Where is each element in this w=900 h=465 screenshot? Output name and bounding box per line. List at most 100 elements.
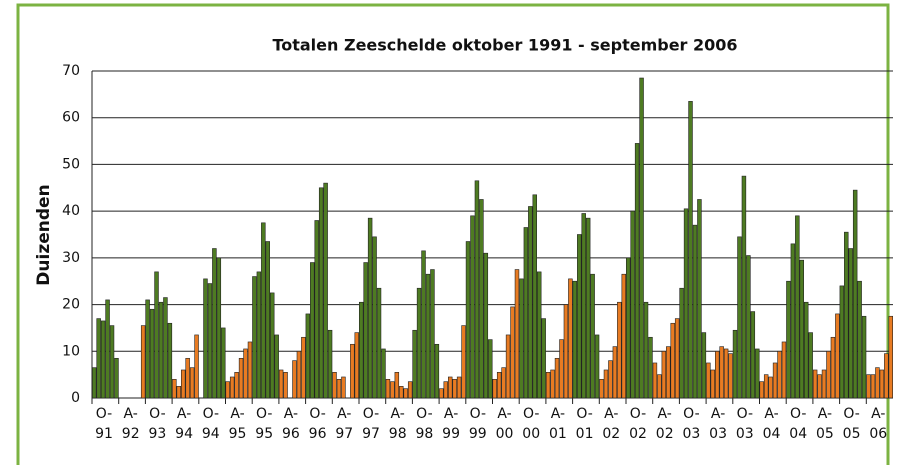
bar: [723, 348, 729, 399]
bar: [412, 329, 417, 399]
x-tick-label: O-: [96, 406, 112, 422]
x-tick-year: 05: [816, 426, 834, 442]
bar: [318, 187, 324, 399]
x-tick-label: A-: [764, 406, 778, 422]
bar: [176, 386, 182, 399]
bar: [350, 343, 355, 399]
bar: [523, 227, 529, 399]
x-tick-label: A-: [871, 406, 885, 422]
bar: [536, 271, 542, 399]
bar: [643, 301, 649, 399]
bar: [456, 376, 462, 399]
bar: [737, 236, 742, 399]
y-tick-label: 0: [71, 390, 80, 406]
bar: [861, 315, 867, 399]
bar: [505, 334, 511, 399]
bar: [390, 381, 395, 399]
bar: [92, 367, 97, 399]
bar: [519, 278, 524, 399]
bar: [835, 313, 840, 399]
x-tick-label: O-: [203, 406, 219, 422]
x-tick-label: O-: [363, 406, 379, 422]
bar: [310, 262, 315, 399]
x-tick-year: 99: [442, 426, 460, 442]
bar: [181, 369, 186, 399]
bar: [372, 236, 377, 399]
bar: [323, 182, 328, 399]
bar: [648, 336, 653, 399]
bar: [661, 350, 667, 399]
bar: [443, 381, 449, 399]
y-tick-label: 50: [62, 156, 80, 172]
bar: [568, 278, 573, 399]
bar: [799, 259, 804, 399]
bar: [216, 257, 222, 399]
x-tick-year: 02: [629, 426, 647, 442]
bar: [394, 372, 400, 399]
bar: [252, 276, 257, 399]
bar: [572, 280, 578, 399]
bar: [857, 280, 862, 399]
x-tick-label: A-: [497, 406, 511, 422]
y-tick-label: 20: [62, 297, 80, 313]
bar: [376, 287, 382, 399]
x-tick-label: A-: [391, 406, 405, 422]
bar: [688, 101, 693, 399]
bar: [701, 332, 707, 399]
y-tick-label: 10: [62, 343, 80, 359]
bar: [483, 252, 489, 399]
x-tick-label: O-: [523, 406, 539, 422]
bar: [692, 224, 698, 399]
bar: [630, 210, 635, 399]
bar: [710, 369, 715, 399]
bar: [599, 379, 604, 399]
bar: [163, 297, 168, 399]
bar: [403, 388, 408, 399]
bar: [212, 248, 217, 399]
x-tick-label: A-: [337, 406, 351, 422]
x-tick-year: 92: [122, 426, 140, 442]
x-tick-label: O-: [416, 406, 432, 422]
bar: [407, 381, 413, 399]
x-tick-label: O-: [630, 406, 646, 422]
bar: [625, 257, 631, 399]
x-tick-year: 03: [709, 426, 727, 442]
bar: [697, 199, 702, 399]
x-tick-year: 00: [522, 426, 540, 442]
bar: [585, 217, 591, 399]
y-axis-label: Duizenden: [34, 184, 54, 285]
bar: [714, 350, 720, 399]
x-tick-year: 04: [789, 426, 807, 442]
y-tick-label: 60: [62, 110, 80, 126]
bar: [425, 273, 431, 399]
bar: [826, 350, 831, 399]
bar: [416, 287, 422, 399]
bar: [336, 379, 342, 399]
bar: [439, 388, 444, 399]
bar: [803, 301, 809, 399]
bar: [617, 301, 622, 399]
y-tick-label: 40: [62, 203, 80, 219]
x-tick-year: 98: [415, 426, 433, 442]
x-tick-year: 03: [682, 426, 700, 442]
y-tick-label: 30: [62, 250, 80, 266]
bar: [96, 318, 101, 399]
bar: [145, 299, 150, 399]
bar: [634, 143, 640, 399]
bar: [399, 386, 404, 399]
bar: [247, 341, 253, 399]
x-tick-year: 95: [229, 426, 247, 442]
bar: [888, 315, 893, 399]
bar: [590, 273, 595, 399]
bar: [332, 372, 337, 399]
x-tick-label: A-: [658, 406, 672, 422]
frame: [16, 3, 890, 465]
x-tick-year: 95: [255, 426, 273, 442]
bar: [666, 346, 671, 399]
x-tick-year: 01: [576, 426, 594, 442]
x-tick-label: O-: [470, 406, 486, 422]
x-tick-year: 91: [95, 426, 113, 442]
bar: [528, 206, 533, 399]
x-tick-label: A-: [444, 406, 458, 422]
